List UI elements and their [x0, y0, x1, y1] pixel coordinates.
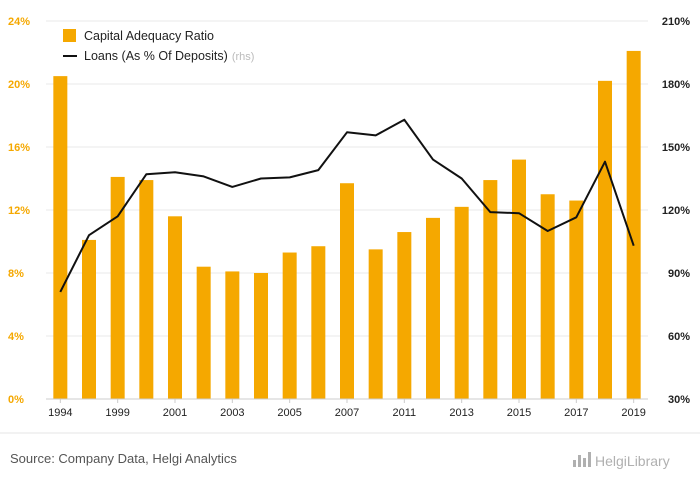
bar-2001 — [168, 216, 182, 399]
bar-2018 — [598, 80, 612, 399]
x-tick-label: 2007 — [335, 407, 359, 419]
y-left-tick-label: 8% — [8, 268, 24, 280]
y-left-tick-label: 20% — [8, 79, 30, 91]
bar-1995 — [82, 239, 96, 399]
loans-line — [59, 118, 635, 293]
helgi-logo: HelgiLibrary — [573, 452, 670, 469]
bar-2006 — [311, 246, 326, 399]
legend: Capital Adequacy Ratio Loans (As % Of De… — [63, 29, 254, 63]
bar-2011 — [397, 232, 412, 399]
y-left-tick-label: 4% — [8, 331, 24, 343]
axes: 0% 30% 4% 60% 8% 90% 12% 120% 16% 150% 20% 180% 24% 2… — [8, 16, 690, 419]
legend-label-line: Loans (As % Of Deposits) — [84, 49, 228, 63]
y-left-tick-label: 24% — [8, 16, 30, 28]
bar-2004 — [254, 273, 268, 399]
y-right-tick-label: 180% — [662, 79, 690, 91]
legend-label-bar: Capital Adequacy Ratio — [84, 29, 214, 43]
bar-2019 — [626, 50, 641, 400]
y-right-tick-label: 30% — [668, 394, 690, 406]
bar-2016 — [540, 194, 555, 399]
line-series — [59, 118, 635, 293]
y-left-tick-label: 0% — [8, 394, 24, 406]
bars — [53, 50, 641, 400]
bar-2014 — [483, 180, 498, 399]
x-tick-label: 1999 — [105, 407, 129, 419]
x-tick-label: 2015 — [507, 407, 531, 419]
x-tick-label: 2013 — [449, 407, 473, 419]
y-right-tick-label: 60% — [668, 331, 690, 343]
x-tick-label: 2005 — [277, 407, 301, 419]
bar-2015 — [512, 159, 526, 399]
x-tick-label: 2001 — [163, 407, 187, 419]
footer-source: Source: Company Data, Helgi Analytics — [10, 451, 237, 466]
x-tick-label: 2019 — [621, 407, 645, 419]
x-tick-label: 2017 — [564, 407, 588, 419]
y-right-tick-label: 210% — [662, 16, 690, 28]
bar-2013 — [454, 206, 469, 399]
y-left-tick-label: 16% — [8, 142, 30, 154]
bar-2002 — [196, 266, 211, 399]
x-tick-label: 2011 — [393, 407, 417, 419]
bar-2005 — [282, 252, 297, 399]
y-right-tick-label: 120% — [662, 205, 690, 217]
bar-2003 — [225, 271, 240, 399]
x-tick-label: 1994 — [48, 407, 72, 419]
bar-2017 — [569, 200, 584, 399]
x-tick-label: 2003 — [220, 407, 244, 419]
bar-2012 — [426, 217, 440, 399]
svg-text:Loans (As % Of Deposits)(rhs): Loans (As % Of Deposits) (rhs) — [84, 49, 254, 63]
y-right-tick-label: 150% — [662, 142, 690, 154]
bar-2008 — [368, 249, 383, 399]
y-right-tick-label: 90% — [668, 268, 690, 280]
legend-swatch-bar — [63, 29, 76, 42]
legend-rhs-note: (rhs) — [232, 51, 255, 63]
bar-2000 — [139, 180, 154, 399]
logo-text: HelgiLibrary — [595, 453, 670, 469]
bar-2007 — [340, 183, 354, 399]
bar-1999 — [110, 176, 125, 399]
bar-1994 — [53, 76, 68, 399]
y-left-tick-label: 12% — [8, 205, 30, 217]
